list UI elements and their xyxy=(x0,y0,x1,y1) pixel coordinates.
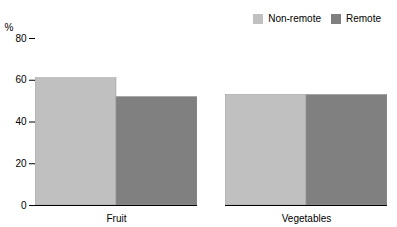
svg-text:%: % xyxy=(5,22,14,33)
html-text:Non-remote: Non-remote xyxy=(268,13,321,24)
svg-text:40: 40 xyxy=(15,116,27,127)
svg-text:60: 60 xyxy=(15,74,27,85)
html-text:Remote: Remote xyxy=(346,13,381,24)
svg-text:Vegetables: Vegetables xyxy=(282,213,332,224)
svg-text:20: 20 xyxy=(15,158,27,169)
svg-text:Fruit: Fruit xyxy=(107,213,127,224)
svg-text:0: 0 xyxy=(21,200,27,211)
svg-text:80: 80 xyxy=(15,33,27,44)
